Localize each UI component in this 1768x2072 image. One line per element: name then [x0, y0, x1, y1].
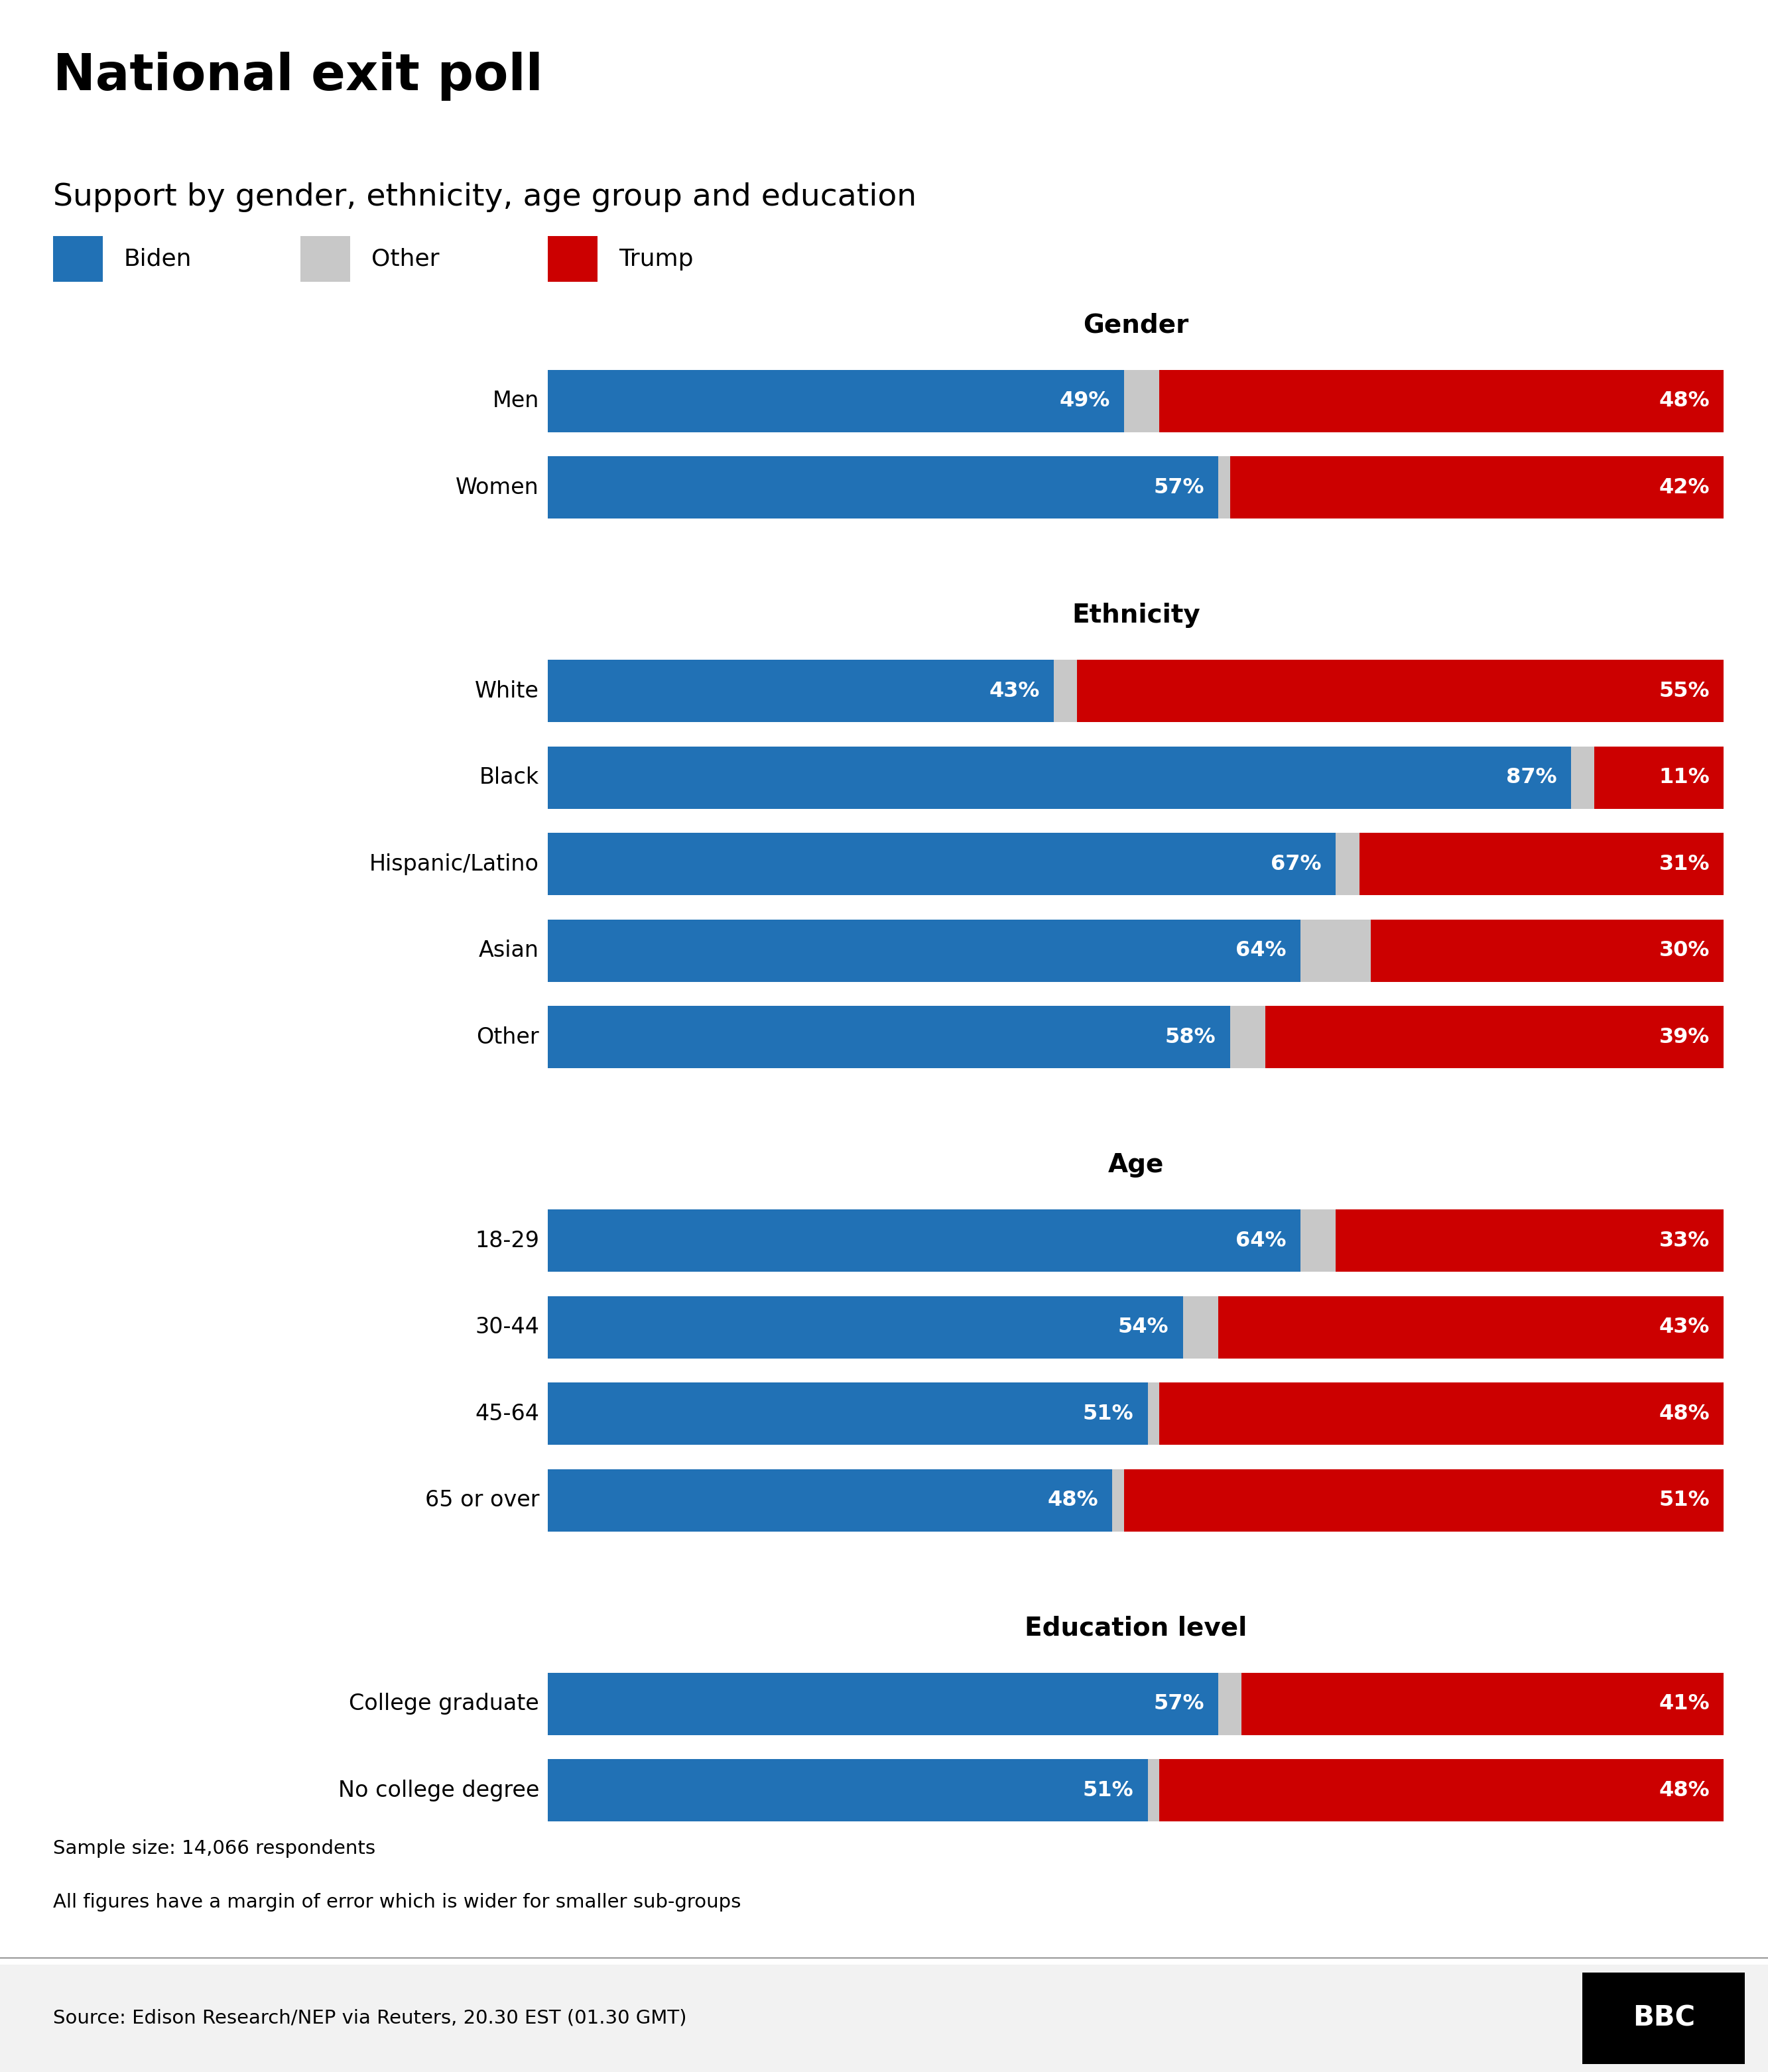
Text: Men: Men: [493, 390, 539, 412]
Bar: [548, 833, 1337, 895]
Text: 51%: 51%: [1082, 1780, 1133, 1801]
Text: 55%: 55%: [1658, 682, 1710, 700]
Text: 43%: 43%: [988, 682, 1040, 700]
Bar: [1147, 1382, 1160, 1444]
Bar: [53, 236, 103, 282]
Text: Women: Women: [456, 477, 539, 499]
Bar: [1124, 369, 1160, 433]
Bar: [548, 659, 1054, 723]
Bar: [1595, 746, 1724, 808]
Text: 48%: 48%: [1658, 1780, 1710, 1801]
Bar: [1218, 456, 1231, 518]
Bar: [301, 236, 350, 282]
Bar: [1582, 1973, 1745, 2064]
Text: No college degree: No college degree: [338, 1780, 539, 1801]
Bar: [548, 456, 1218, 518]
Text: Age: Age: [1109, 1152, 1163, 1177]
Bar: [0, 1964, 1768, 2072]
Text: 45-64: 45-64: [476, 1403, 539, 1426]
Bar: [548, 1210, 1301, 1272]
Bar: [1054, 659, 1077, 723]
Text: Other: Other: [477, 1026, 539, 1048]
Bar: [548, 236, 598, 282]
Text: 57%: 57%: [1153, 1693, 1204, 1714]
Text: 87%: 87%: [1506, 767, 1558, 787]
Text: 58%: 58%: [1165, 1028, 1216, 1048]
Bar: [1160, 1382, 1724, 1444]
Text: 48%: 48%: [1658, 392, 1710, 410]
Text: 48%: 48%: [1658, 1403, 1710, 1423]
Text: Support by gender, ethnicity, age group and education: Support by gender, ethnicity, age group …: [53, 182, 916, 211]
Bar: [1124, 1469, 1724, 1531]
Text: 43%: 43%: [1658, 1318, 1710, 1339]
Text: Biden: Biden: [124, 249, 191, 269]
Bar: [548, 1007, 1231, 1069]
Text: 67%: 67%: [1271, 854, 1322, 874]
Text: Ethnicity: Ethnicity: [1071, 603, 1200, 628]
Text: 31%: 31%: [1658, 854, 1710, 874]
Bar: [1301, 1210, 1337, 1272]
Bar: [1147, 1759, 1160, 1821]
Bar: [548, 746, 1572, 808]
Bar: [1183, 1297, 1218, 1359]
Text: College graduate: College graduate: [348, 1693, 539, 1716]
Text: 51%: 51%: [1082, 1403, 1133, 1423]
Text: 51%: 51%: [1658, 1490, 1710, 1510]
Text: Sample size: 14,066 respondents: Sample size: 14,066 respondents: [53, 1840, 375, 1857]
Bar: [1231, 456, 1724, 518]
Text: Hispanic/Latino: Hispanic/Latino: [370, 854, 539, 874]
Text: 11%: 11%: [1658, 767, 1710, 787]
Text: 41%: 41%: [1658, 1693, 1710, 1714]
Text: 42%: 42%: [1658, 477, 1710, 497]
Bar: [548, 1297, 1183, 1359]
Bar: [1160, 369, 1724, 433]
Text: 57%: 57%: [1153, 477, 1204, 497]
Bar: [548, 1382, 1147, 1444]
Text: Trump: Trump: [619, 249, 693, 269]
Text: Black: Black: [479, 767, 539, 789]
Text: 64%: 64%: [1236, 941, 1287, 961]
Bar: [1241, 1672, 1724, 1734]
Bar: [1160, 1759, 1724, 1821]
Text: 33%: 33%: [1658, 1231, 1710, 1251]
Text: Education level: Education level: [1025, 1616, 1246, 1641]
Text: 48%: 48%: [1047, 1490, 1098, 1510]
Bar: [1266, 1007, 1724, 1069]
Bar: [1218, 1672, 1241, 1734]
Bar: [1112, 1469, 1124, 1531]
Bar: [1077, 659, 1724, 723]
Bar: [1372, 920, 1724, 982]
Text: 39%: 39%: [1658, 1028, 1710, 1048]
Text: 18-29: 18-29: [476, 1231, 539, 1251]
Text: 30-44: 30-44: [476, 1316, 539, 1339]
Text: Gender: Gender: [1084, 313, 1188, 338]
Text: Asian: Asian: [479, 941, 539, 961]
Bar: [1301, 920, 1372, 982]
Text: 49%: 49%: [1059, 392, 1110, 410]
Bar: [1337, 833, 1360, 895]
Text: BBC: BBC: [1632, 2004, 1696, 2033]
Text: 30%: 30%: [1658, 941, 1710, 961]
Text: 64%: 64%: [1236, 1231, 1287, 1251]
Text: Other: Other: [371, 249, 438, 269]
Bar: [1360, 833, 1724, 895]
Bar: [548, 369, 1124, 433]
Text: National exit poll: National exit poll: [53, 52, 543, 102]
Text: 54%: 54%: [1117, 1318, 1169, 1339]
Bar: [1231, 1007, 1266, 1069]
Bar: [1572, 746, 1595, 808]
Text: 65 or over: 65 or over: [424, 1490, 539, 1510]
Bar: [1218, 1297, 1724, 1359]
Bar: [1337, 1210, 1724, 1272]
Text: White: White: [476, 680, 539, 702]
Text: All figures have a margin of error which is wider for smaller sub-groups: All figures have a margin of error which…: [53, 1894, 741, 1910]
Bar: [548, 1759, 1147, 1821]
Bar: [548, 1672, 1218, 1734]
Bar: [548, 920, 1301, 982]
Text: Source: Edison Research/NEP via Reuters, 20.30 EST (01.30 GMT): Source: Edison Research/NEP via Reuters,…: [53, 2010, 686, 2026]
Bar: [548, 1469, 1112, 1531]
